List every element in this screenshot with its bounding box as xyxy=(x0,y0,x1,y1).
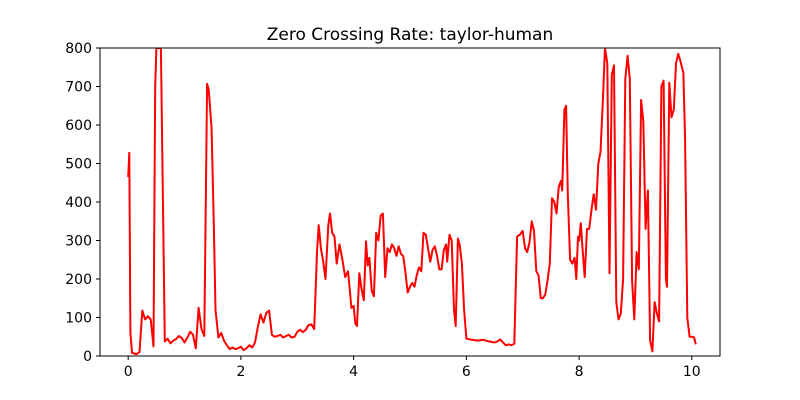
plot-frame xyxy=(99,47,721,357)
zcr-series-line xyxy=(127,48,697,356)
y-tick-label: 300 xyxy=(65,234,92,250)
y-axis-ticks: 0 100 200 300 400 500 600 700 800 xyxy=(65,41,100,365)
x-tick-label: 10 xyxy=(683,364,701,380)
y-tick-label: 0 xyxy=(83,349,92,365)
y-tick-label: 100 xyxy=(65,311,92,327)
x-tick-label: 0 xyxy=(124,364,133,380)
x-axis-ticks: 0 2 4 6 8 10 xyxy=(124,356,701,380)
y-tick-label: 200 xyxy=(65,272,92,288)
chart-title: Zero Crossing Rate: taylor-human xyxy=(267,25,554,45)
y-tick-label: 400 xyxy=(65,195,92,211)
y-tick-label: 500 xyxy=(65,157,92,173)
y-tick-label: 700 xyxy=(65,80,92,96)
x-tick-label: 2 xyxy=(236,364,245,380)
x-tick-label: 8 xyxy=(575,364,584,380)
y-tick-label: 800 xyxy=(65,41,92,57)
x-tick-label: 4 xyxy=(349,364,358,380)
x-tick-label: 6 xyxy=(462,364,471,380)
y-tick-label: 600 xyxy=(65,118,92,134)
